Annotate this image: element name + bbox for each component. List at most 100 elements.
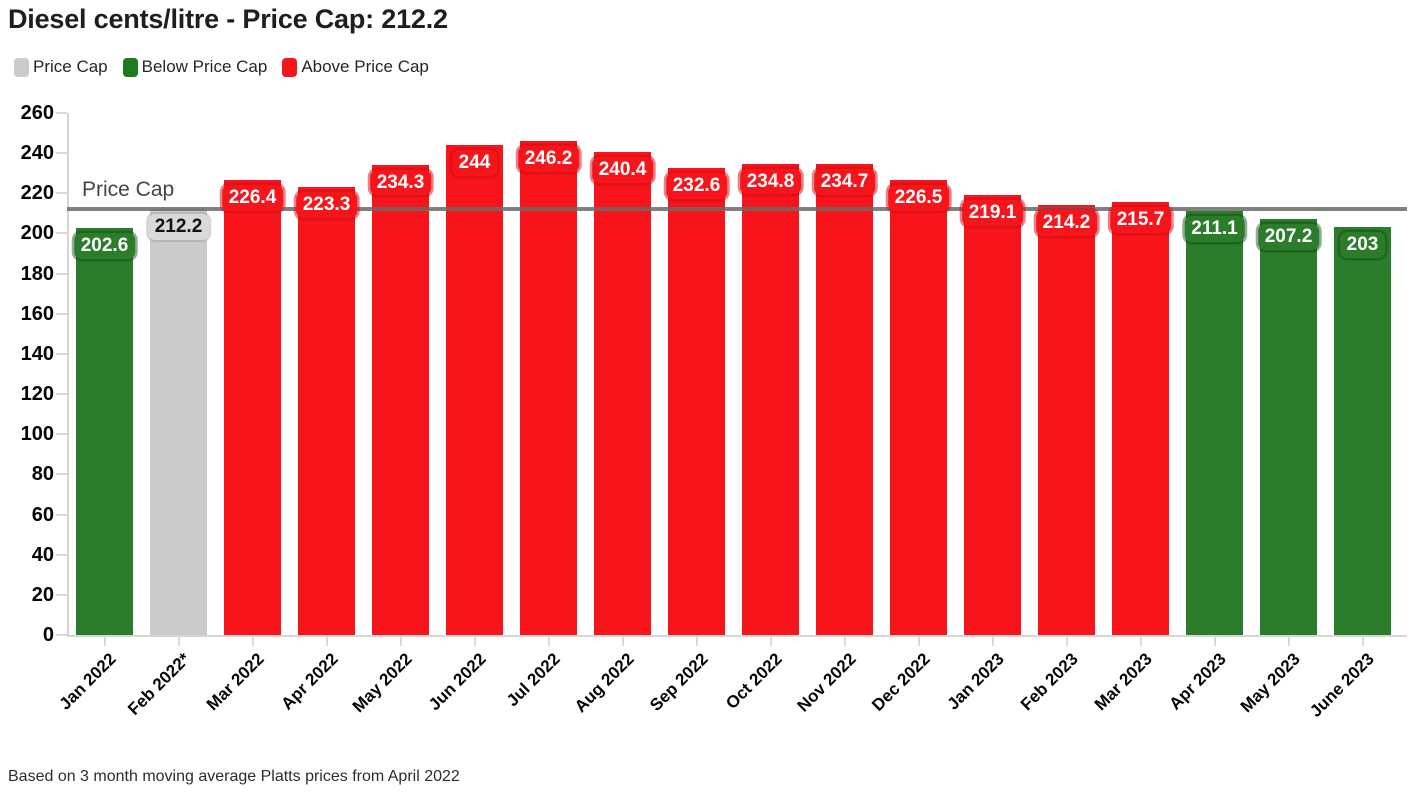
- y-tick: [56, 232, 67, 235]
- y-axis-tick-label: 200: [20, 222, 54, 245]
- y-tick: [56, 192, 67, 195]
- price-cap-line-label: Price Cap: [82, 177, 175, 201]
- y-axis-tick-label: 240: [20, 142, 54, 165]
- y-tick: [56, 433, 67, 436]
- bar-value-label: 226.5: [887, 185, 950, 212]
- x-axis-tick-label: Oct 2022: [721, 649, 786, 713]
- x-axis-tick-label: Jul 2022: [502, 649, 564, 711]
- bar: [1186, 211, 1243, 635]
- x-tick: [769, 637, 772, 646]
- bar: [446, 145, 503, 635]
- legend-swatch-above-price-cap: [282, 57, 298, 77]
- x-tick: [1213, 637, 1216, 646]
- x-axis-tick-label: Mar 2022: [202, 649, 268, 715]
- bar: [742, 163, 799, 635]
- bar: [76, 228, 133, 635]
- bar: [594, 152, 651, 635]
- y-axis-tick-label: 180: [20, 262, 54, 285]
- bar-value-label: 234.7: [813, 168, 876, 195]
- y-axis-tick-label: 260: [20, 102, 54, 124]
- x-tick: [399, 637, 402, 646]
- bar-value-label: 226.4: [221, 185, 284, 212]
- x-axis-tick-label: May 2022: [348, 649, 416, 717]
- legend-item-price-cap: Price Cap: [14, 57, 108, 77]
- x-tick: [843, 637, 846, 646]
- x-tick: [1139, 637, 1142, 646]
- y-tick: [56, 272, 67, 275]
- x-axis-tick-label: Apr 2022: [277, 649, 342, 714]
- legend-item-below-price-cap: Below Price Cap: [122, 57, 267, 77]
- y-axis-tick-label: 80: [31, 463, 54, 486]
- y-axis-tick-label: 160: [20, 302, 54, 325]
- x-axis-tick-label: Dec 2022: [867, 649, 934, 715]
- bar: [1260, 219, 1317, 635]
- y-axis-tick-label: 140: [20, 342, 54, 365]
- y-tick: [56, 352, 67, 355]
- x-axis-tick-label: Sep 2022: [645, 649, 712, 715]
- y-tick: [56, 473, 67, 476]
- bar: [298, 186, 355, 635]
- bar: [372, 164, 429, 635]
- x-tick: [1065, 637, 1068, 646]
- x-axis-tick-label: June 2023: [1305, 649, 1378, 721]
- x-tick: [991, 637, 994, 646]
- bar-value-label: 223.3: [295, 191, 358, 218]
- x-tick: [177, 637, 180, 646]
- y-axis-tick-label: 60: [31, 503, 54, 526]
- y-axis-tick-label: 40: [31, 543, 54, 566]
- x-tick: [695, 637, 698, 646]
- legend: Price Cap Below Price Cap Above Price Ca…: [14, 57, 429, 77]
- x-axis-tick-label: Nov 2022: [792, 649, 860, 716]
- bar: [816, 163, 873, 635]
- bar-value-label: 212.2: [147, 213, 210, 240]
- legend-label-above-price-cap: Above Price Cap: [301, 57, 429, 76]
- price-cap-line: [67, 206, 1407, 211]
- x-axis-tick-label: Jan 2022: [54, 649, 120, 714]
- legend-swatch-below-price-cap: [122, 57, 138, 77]
- x-axis-tick-label: Mar 2023: [1090, 649, 1156, 715]
- x-axis-tick-label: Feb 2023: [1016, 649, 1082, 715]
- x-axis-tick-label: May 2023: [1236, 649, 1304, 717]
- y-axis-tick-label: 100: [20, 423, 54, 446]
- y-tick: [56, 393, 67, 396]
- bar-value-label: 234.8: [739, 168, 802, 195]
- bar: [1334, 227, 1391, 635]
- x-axis-tick-label: Aug 2022: [570, 649, 638, 717]
- bar-value-label: 240.4: [591, 157, 654, 184]
- x-axis-line: [67, 635, 1407, 637]
- chart-title: Diesel cents/litre - Price Cap: 212.2: [8, 4, 448, 34]
- legend-swatch-price-cap: [14, 57, 29, 77]
- y-tick: [56, 553, 67, 556]
- x-axis-tick-label: Apr 2023: [1165, 649, 1230, 714]
- x-tick: [1287, 637, 1290, 646]
- bar: [224, 180, 281, 635]
- footnote: Based on 3 month moving average Platts p…: [8, 768, 460, 785]
- bar: [964, 195, 1021, 635]
- bar-value-label: 215.7: [1109, 206, 1172, 233]
- y-tick: [56, 112, 67, 114]
- x-tick: [1361, 637, 1364, 646]
- bar-value-label: 232.6: [665, 173, 728, 199]
- y-tick: [56, 152, 67, 155]
- legend-label-price-cap: Price Cap: [33, 57, 108, 76]
- bar-value-label: 214.2: [1035, 209, 1098, 236]
- y-axis-tick-label: 220: [20, 182, 54, 205]
- x-tick: [547, 637, 550, 646]
- y-axis-tick-label: 120: [20, 383, 54, 406]
- legend-item-above-price-cap: Above Price Cap: [282, 57, 429, 77]
- bar-value-label: 234.3: [369, 169, 432, 196]
- bar: [150, 208, 207, 635]
- bar-value-label: 219.1: [961, 200, 1024, 226]
- y-axis-tick-label: 0: [42, 624, 54, 646]
- x-tick: [473, 637, 476, 646]
- x-tick: [251, 637, 254, 646]
- x-tick: [103, 637, 106, 646]
- y-tick: [56, 634, 67, 636]
- y-tick: [56, 593, 67, 596]
- bar: [520, 140, 577, 635]
- y-axis-line: [67, 113, 69, 637]
- bar-value-label: 203: [1339, 232, 1386, 259]
- x-tick: [621, 637, 624, 646]
- x-axis-tick-label: Jun 2022: [424, 649, 490, 715]
